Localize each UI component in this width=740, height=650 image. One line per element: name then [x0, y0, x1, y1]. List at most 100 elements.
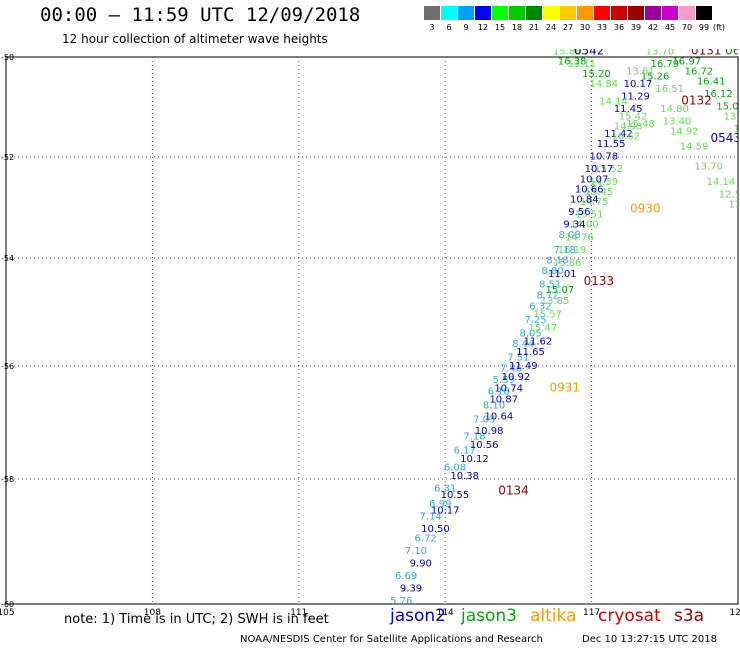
- wave-height-value: 7.25: [524, 315, 546, 326]
- wave-height-value: 8.51: [539, 280, 561, 291]
- legend-label-18: 18: [511, 23, 523, 32]
- wave-height-value: 15.02: [716, 102, 740, 113]
- lat-tick-label: -60: [1, 600, 14, 609]
- wave-height-value: 9.34: [563, 220, 585, 231]
- legend-swatch-18: [509, 6, 525, 20]
- wave-height-value: 14.76: [565, 232, 594, 243]
- wave-height-value: 10.84: [570, 194, 599, 205]
- wave-height-value: 16.41: [697, 77, 726, 88]
- wave-height-value: 5.59: [493, 375, 515, 386]
- wave-height-value: 14.93: [614, 122, 643, 133]
- legend-label-42: 42: [647, 23, 659, 32]
- wave-height-value: 7.46: [500, 364, 522, 375]
- wave-height-value: 10.12: [460, 454, 489, 465]
- wave-height-value: 11.29: [621, 92, 650, 103]
- legend-swatch-36: [611, 6, 627, 20]
- lon-tick-label: 114: [437, 608, 454, 618]
- wave-height-value: 8.18: [546, 255, 568, 266]
- legend-label-21: 21: [528, 23, 540, 32]
- wave-height-value: 10.64: [485, 412, 514, 423]
- wave-height-value: 6.32: [529, 301, 551, 312]
- legend-swatch-39: [628, 6, 644, 20]
- wave-height-value: 15.48: [626, 119, 655, 130]
- wave-height-value: 10.50: [421, 524, 450, 535]
- wave-height-value: 14.80: [660, 104, 689, 115]
- pass-time-label: 0132: [681, 94, 712, 108]
- legend-swatch-70: [679, 6, 695, 20]
- wave-height-value: 13.61: [626, 67, 655, 78]
- legend-swatch-27: [560, 6, 576, 20]
- wave-height-value: 10.55: [441, 490, 470, 501]
- legend-jason3: jason3: [461, 606, 517, 626]
- wave-height-value: 9.90: [410, 559, 432, 570]
- wave-height-value: 10.92: [502, 372, 531, 383]
- wave-height-value: 11.45: [614, 104, 643, 115]
- legend-jason2: jason2: [390, 606, 446, 626]
- wave-height-value: 14.59: [680, 142, 709, 153]
- wave-height-value: 14.84: [589, 79, 618, 90]
- legend-swatch-21: [526, 6, 542, 20]
- wave-height-value: 16.38: [558, 57, 587, 68]
- legend-label-30: 30: [579, 23, 591, 32]
- legend-swatch-6: [441, 6, 457, 20]
- lon-tick-label: 111: [290, 608, 307, 618]
- lon-tick-label: 117: [583, 608, 600, 618]
- legend-swatch-30: [577, 6, 593, 20]
- wave-height-value: 11.01: [548, 269, 577, 280]
- wave-height-value: 8.44: [512, 339, 534, 350]
- wave-height-value: 14.75: [580, 197, 609, 208]
- wave-height-value: 11.55: [597, 139, 626, 150]
- legend-s3a: s3a: [674, 606, 705, 626]
- pass-time-label: 0131: [691, 44, 722, 58]
- lon-tick-label: 120: [729, 608, 740, 618]
- wave-height-value: 8.80: [541, 266, 563, 277]
- wave-height-value: 10.98: [475, 426, 504, 437]
- wave-height-value: 10.56: [470, 440, 499, 451]
- lat-tick-label: -54: [1, 254, 14, 263]
- wave-height-value: 11.49: [509, 361, 538, 372]
- wave-height-value: 10.17: [585, 164, 614, 175]
- pass-time-label: 0930: [630, 202, 661, 216]
- legend-label-70: 70: [681, 23, 693, 32]
- lat-tick-label: -58: [1, 475, 14, 484]
- wave-height-value: 13.11: [568, 59, 597, 70]
- wave-height-value: 15.86: [553, 258, 582, 269]
- wave-height-value: 13.80: [724, 112, 740, 123]
- lon-tick-label: 108: [144, 608, 161, 618]
- credit-line: NOAA/NESDIS Center for Satellite Applica…: [240, 634, 543, 645]
- legend-label-3: 3: [429, 23, 435, 32]
- pass-time-label: 0134: [498, 484, 529, 498]
- wave-height-value: 14.00: [570, 220, 599, 231]
- legend-altika: altika: [530, 606, 577, 626]
- legend-label-24: 24: [545, 23, 557, 32]
- wave-height-value: 15.57: [533, 309, 562, 320]
- wave-height-value: 11.62: [524, 336, 553, 347]
- wave-height-value: 15.20: [582, 69, 611, 80]
- wave-height-value: 7.03: [473, 415, 495, 426]
- wave-height-value: 9.56: [568, 207, 590, 218]
- wave-height-value: 10.17: [431, 505, 460, 516]
- wave-height-value: 6.08: [444, 463, 466, 474]
- wave-height-value: 10.87: [489, 395, 518, 406]
- wave-height-value: 15.47: [528, 323, 557, 334]
- wave-height-value: 7.14: [419, 512, 441, 523]
- legend-swatch-12: [475, 6, 491, 20]
- wave-height-value: 10.66: [575, 184, 604, 195]
- legend-label-9: 9: [463, 23, 469, 32]
- wave-height-value: 6.69: [395, 571, 417, 582]
- wave-height-value: 14.92: [670, 127, 699, 138]
- wave-height-value: 16.79: [650, 59, 679, 70]
- wave-height-value: 14.14: [707, 177, 736, 188]
- wave-height-value: 7.18: [463, 431, 485, 442]
- lat-tick-label: -56: [1, 362, 14, 371]
- wave-height-value: 13.85: [541, 296, 570, 307]
- wave-height-value: 8.10: [483, 400, 505, 411]
- wave-height-value: 8.72: [537, 291, 559, 302]
- wave-height-value: 7.10: [405, 546, 427, 557]
- wave-height-value: 10.74: [494, 383, 523, 394]
- legend-swatch-24: [543, 6, 559, 20]
- wave-height-value: 6.17: [454, 446, 476, 457]
- wave-height-value: 10.07: [580, 174, 609, 185]
- wave-height-value: 16.97: [672, 57, 701, 68]
- wave-height-value: 15.52: [594, 164, 623, 175]
